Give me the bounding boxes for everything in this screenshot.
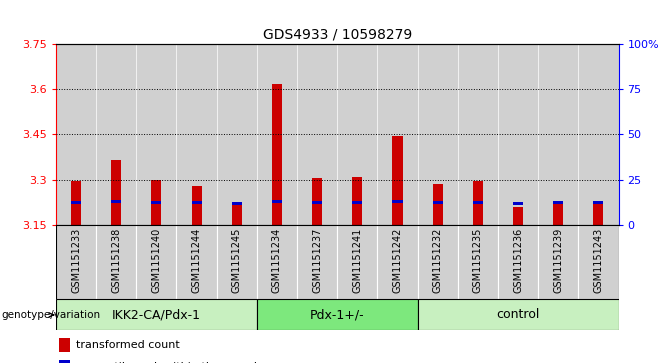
- Text: Pdx-1+/-: Pdx-1+/-: [310, 309, 365, 321]
- Bar: [378, 44, 418, 225]
- Bar: [433, 184, 443, 225]
- Bar: [56, 44, 96, 225]
- Bar: [392, 136, 403, 225]
- Text: GSM1151235: GSM1151235: [473, 227, 483, 293]
- Bar: [513, 203, 523, 205]
- Bar: [538, 44, 578, 225]
- Bar: [151, 180, 161, 225]
- Text: GSM1151244: GSM1151244: [191, 227, 201, 293]
- Bar: [151, 201, 161, 204]
- Bar: [272, 84, 282, 225]
- Bar: [71, 181, 81, 225]
- Bar: [56, 225, 96, 299]
- Text: transformed count: transformed count: [76, 340, 180, 350]
- Bar: [216, 44, 257, 225]
- Bar: [71, 201, 81, 204]
- Bar: [578, 225, 619, 299]
- Text: GSM1151243: GSM1151243: [594, 227, 603, 293]
- Text: GSM1151237: GSM1151237: [312, 227, 322, 293]
- Bar: [498, 44, 538, 225]
- Bar: [96, 44, 136, 225]
- Bar: [111, 160, 121, 225]
- Text: GSM1151234: GSM1151234: [272, 227, 282, 293]
- Text: GSM1151232: GSM1151232: [433, 227, 443, 293]
- Bar: [216, 225, 257, 299]
- Bar: [473, 181, 483, 225]
- Text: GSM1151245: GSM1151245: [232, 227, 241, 293]
- Bar: [594, 201, 603, 204]
- Text: GSM1151238: GSM1151238: [111, 227, 121, 293]
- Bar: [418, 225, 458, 299]
- Bar: [257, 299, 418, 330]
- Bar: [59, 338, 70, 352]
- Bar: [538, 225, 578, 299]
- Bar: [553, 201, 563, 225]
- Text: IKK2-CA/Pdx-1: IKK2-CA/Pdx-1: [112, 309, 201, 321]
- Bar: [191, 186, 201, 225]
- Bar: [56, 299, 257, 330]
- Text: GSM1151241: GSM1151241: [352, 227, 363, 293]
- Bar: [257, 44, 297, 225]
- Bar: [272, 200, 282, 203]
- Bar: [378, 225, 418, 299]
- Text: GSM1151242: GSM1151242: [393, 227, 403, 293]
- Bar: [352, 201, 363, 204]
- Text: GSM1151239: GSM1151239: [553, 227, 563, 293]
- Bar: [312, 178, 322, 225]
- Text: genotype/variation: genotype/variation: [1, 310, 100, 320]
- Bar: [458, 44, 498, 225]
- Text: GSM1151240: GSM1151240: [151, 227, 161, 293]
- Bar: [338, 225, 378, 299]
- Bar: [297, 44, 337, 225]
- Bar: [96, 225, 136, 299]
- Text: GSM1151236: GSM1151236: [513, 227, 523, 293]
- Bar: [136, 225, 176, 299]
- Bar: [232, 203, 241, 205]
- Text: percentile rank within the sample: percentile rank within the sample: [76, 362, 263, 363]
- Bar: [458, 225, 498, 299]
- Bar: [297, 225, 337, 299]
- Bar: [111, 200, 121, 203]
- Bar: [338, 44, 378, 225]
- Text: GSM1151233: GSM1151233: [71, 227, 81, 293]
- Text: control: control: [496, 309, 540, 321]
- Bar: [418, 44, 458, 225]
- Bar: [433, 201, 443, 204]
- Bar: [594, 201, 603, 225]
- Bar: [312, 201, 322, 204]
- Title: GDS4933 / 10598279: GDS4933 / 10598279: [263, 27, 412, 41]
- Bar: [176, 225, 216, 299]
- Bar: [473, 201, 483, 204]
- Bar: [352, 177, 363, 225]
- Bar: [578, 44, 619, 225]
- Bar: [392, 200, 403, 203]
- Bar: [232, 205, 241, 225]
- Bar: [498, 225, 538, 299]
- Bar: [553, 201, 563, 204]
- Bar: [59, 360, 70, 363]
- Bar: [418, 299, 619, 330]
- Bar: [257, 225, 297, 299]
- Bar: [136, 44, 176, 225]
- Bar: [176, 44, 216, 225]
- Bar: [191, 201, 201, 204]
- Bar: [513, 207, 523, 225]
